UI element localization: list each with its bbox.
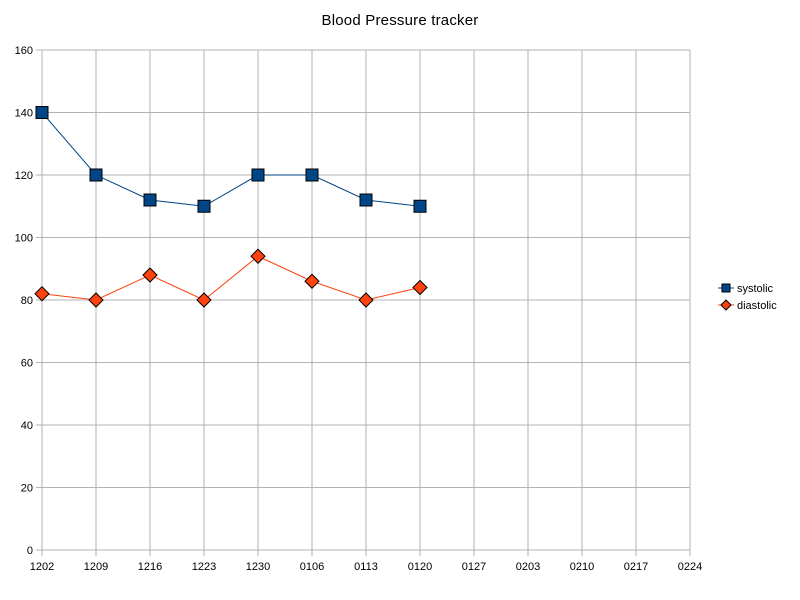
x-axis-tick-label: 1202 bbox=[30, 561, 54, 573]
x-axis-tick-label: 0106 bbox=[300, 561, 324, 573]
systolic-data-point[interactable] bbox=[251, 168, 265, 182]
legend-label-diastolic[interactable]: diastolic bbox=[737, 300, 777, 312]
diastolic-line bbox=[41, 255, 421, 301]
x-axis-tick-label: 0127 bbox=[462, 561, 486, 573]
systolic-data-point[interactable] bbox=[143, 193, 157, 207]
systolic-data-point[interactable] bbox=[359, 193, 373, 207]
systolic-line bbox=[41, 112, 421, 207]
y-axis-tick-label: 40 bbox=[21, 420, 33, 432]
x-axis-tick-label: 1216 bbox=[138, 561, 162, 573]
diastolic-data-point[interactable] bbox=[142, 267, 158, 283]
chart-title: Blood Pressure tracker bbox=[321, 12, 479, 29]
diastolic-data-point[interactable] bbox=[34, 286, 50, 302]
legend-marker-systolic[interactable] bbox=[721, 283, 731, 293]
systolic-data-point[interactable] bbox=[35, 106, 49, 119]
x-axis-tick-label: 1230 bbox=[246, 561, 270, 573]
x-axis-tick-label: 1223 bbox=[192, 561, 216, 573]
systolic-data-point[interactable] bbox=[197, 199, 211, 213]
x-axis-tick-label: 0217 bbox=[624, 561, 648, 573]
systolic-data-point[interactable] bbox=[413, 199, 427, 213]
systolic-data-point[interactable] bbox=[89, 168, 103, 182]
x-axis-tick-label: 0120 bbox=[408, 561, 432, 573]
diastolic-data-point[interactable] bbox=[250, 248, 266, 264]
legend-marker-diastolic[interactable] bbox=[720, 299, 732, 311]
y-axis-tick-label: 80 bbox=[21, 295, 33, 307]
y-axis-tick-label: 120 bbox=[15, 170, 33, 182]
x-axis-tick-label: 1209 bbox=[84, 561, 108, 573]
diastolic-data-point[interactable] bbox=[196, 292, 212, 308]
y-axis-tick-label: 0 bbox=[27, 545, 33, 557]
y-axis-tick-label: 140 bbox=[15, 108, 33, 120]
y-axis-tick-label: 160 bbox=[15, 45, 33, 57]
y-axis-tick-label: 100 bbox=[15, 233, 33, 245]
diastolic-data-point[interactable] bbox=[358, 292, 374, 308]
diastolic-data-point[interactable] bbox=[304, 273, 320, 289]
x-axis-tick-label: 0113 bbox=[354, 561, 378, 573]
x-axis-tick-label: 0210 bbox=[570, 561, 594, 573]
y-axis-tick-label: 60 bbox=[21, 358, 33, 370]
x-axis-tick-label: 0203 bbox=[516, 561, 540, 573]
legend-label-systolic[interactable]: systolic bbox=[737, 283, 774, 295]
y-axis-tick-label: 20 bbox=[21, 483, 33, 495]
x-axis-tick-label: 0224 bbox=[678, 561, 702, 573]
systolic-data-point[interactable] bbox=[305, 168, 319, 182]
diastolic-data-point[interactable] bbox=[412, 279, 428, 296]
diastolic-data-point[interactable] bbox=[88, 292, 104, 308]
